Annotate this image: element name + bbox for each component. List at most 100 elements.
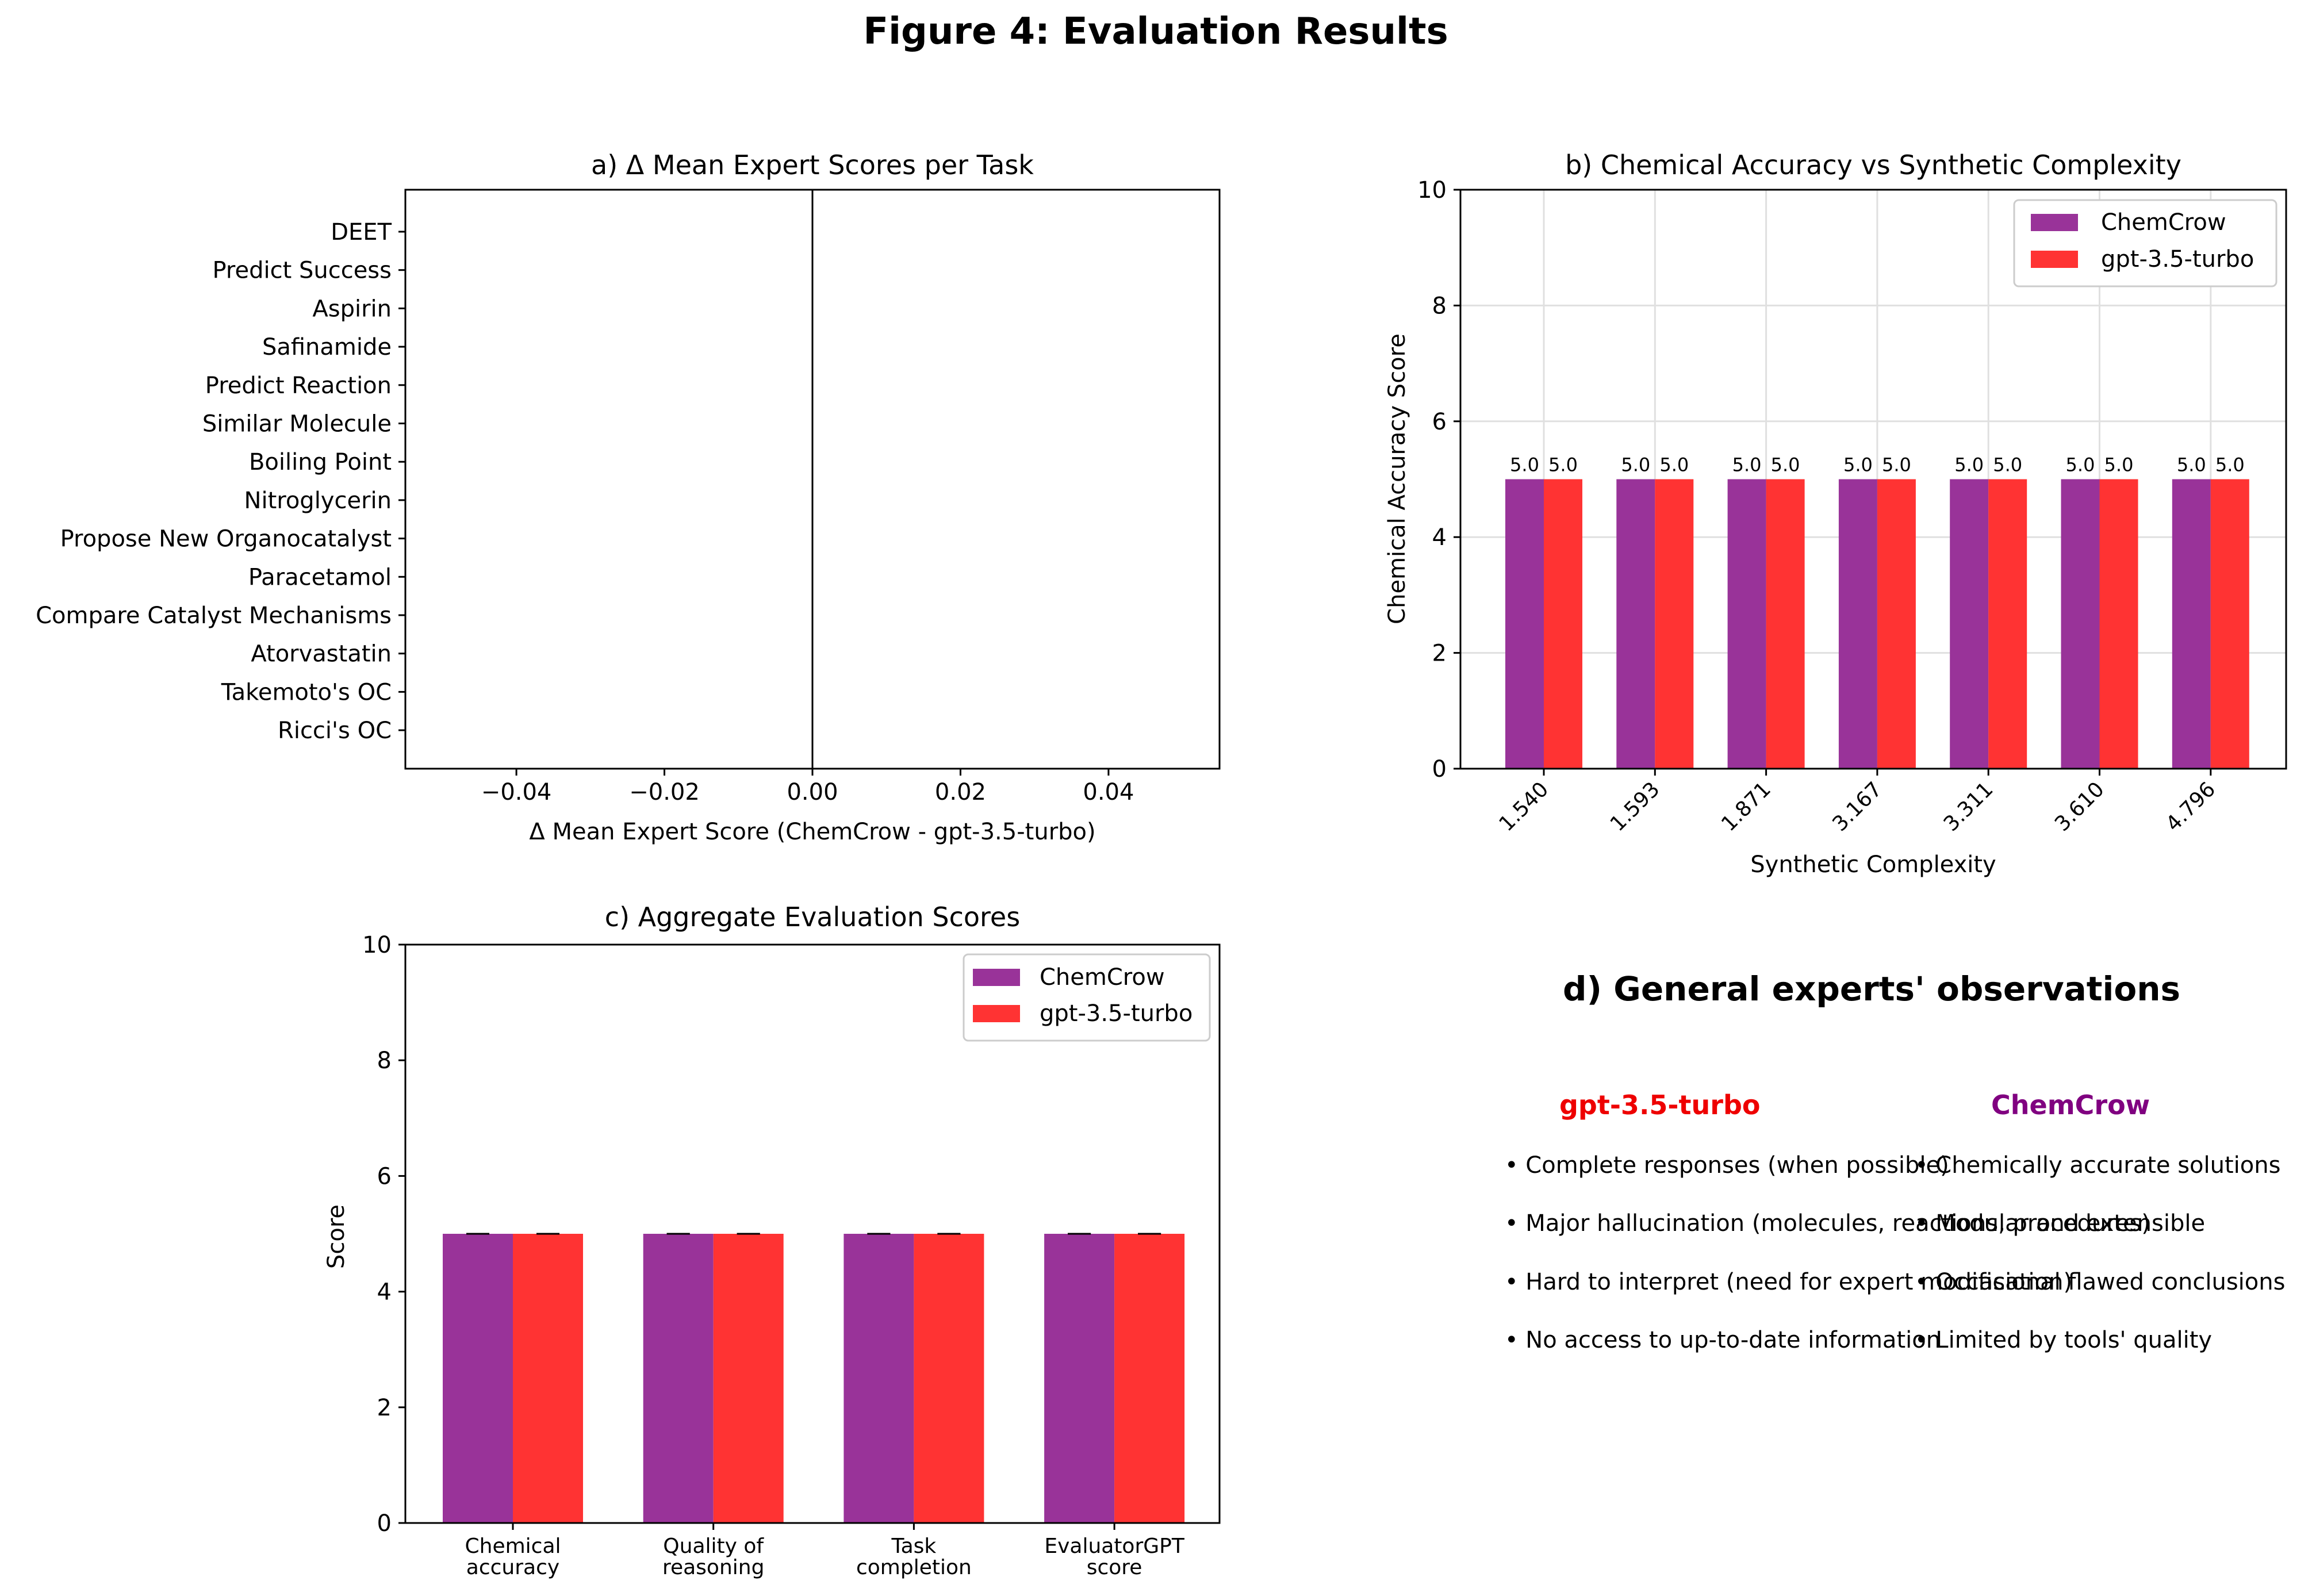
chemcrow-observation-item: • Chemically accurate solutions [1915, 1152, 2281, 1179]
panel-b-data-label: 5.0 [2104, 454, 2134, 476]
panel-b-bar-gpt [1544, 479, 1582, 769]
panel-c-ytick-label: 10 [362, 932, 392, 958]
panel-c-ytick-label: 8 [377, 1048, 392, 1074]
panel-b-legend-swatch-gpt [2031, 251, 2078, 268]
panel-a-ytick-label: Paracetamol [248, 564, 392, 590]
panel-c-bar-gpt [513, 1234, 583, 1523]
panel-c-bar-gpt [1114, 1234, 1185, 1523]
gpt-observation-item: • No access to up-to-date information [1505, 1327, 1941, 1353]
panel-b-bar-chemcrow [1505, 479, 1544, 769]
panel-a-xtick-label: −0.04 [481, 779, 552, 805]
panel-c-bar-chemcrow [843, 1234, 914, 1523]
panel-a-frame [404, 189, 1221, 770]
panel-b-data-label: 5.0 [1659, 454, 1689, 476]
panel-b-bar-chemcrow [2172, 479, 2211, 769]
panel-b-bars: 5.0 5.0 5.0 5.0 5.0 5.0 5.0 5.0 5.0 5.0 5.0 5.0 5.0 5… [1505, 454, 2249, 769]
panel-b-xtick-label: 4.796 [2161, 777, 2220, 836]
panel-c-xtick-label: score [1087, 1556, 1142, 1579]
panel-c-xtick-label: completion [856, 1556, 972, 1579]
panel-b-ytick-label: 10 [1417, 177, 1447, 204]
chemcrow-observation-item: • Limited by tools' quality [1915, 1327, 2213, 1353]
panel-b-xtick-label: 1.871 [1717, 777, 1776, 836]
panel-c-legend-label-gpt: gpt-3.5-turbo [1040, 1000, 1193, 1027]
panel-c-bar-chemcrow [643, 1234, 714, 1523]
panel-c-bars [443, 1233, 1185, 1523]
panel-c-title: c) Aggregate Evaluation Scores [605, 901, 1020, 933]
panel-c-frame [404, 943, 1221, 1524]
panel-b-data-label: 5.0 [1993, 454, 2022, 476]
panel-b-legend: ChemCrow gpt-3.5-turbo [2013, 199, 2278, 287]
panel-b-bar-chemcrow [1616, 479, 1655, 769]
panel-b-bar-gpt [1655, 479, 1694, 769]
panel-b-data-label: 5.0 [1548, 454, 1578, 476]
panel-b-data-label: 5.0 [1771, 454, 1800, 476]
panel-c-xtick-label: EvaluatorGPT [1044, 1534, 1185, 1558]
panel-a-ytick-label: Aspirin [312, 296, 392, 322]
panel-c-bar-chemcrow [1044, 1234, 1115, 1523]
panel-b-bar-gpt [1766, 479, 1805, 769]
panel-a-xlabel: Δ Mean Expert Score (ChemCrow - gpt-3.5-… [529, 819, 1095, 845]
gpt-observation-item: • Major hallucination (molecules, reacti… [1505, 1210, 2150, 1237]
panel-a-ytick-label: Safinamide [262, 334, 392, 360]
panel-b-legend-swatch-chemcrow [2031, 214, 2078, 231]
panel-b-bar-chemcrow [1727, 479, 1766, 769]
panel-a-xtick-label: 0.02 [935, 779, 986, 805]
chemcrow-observation-item: • Occasional flawed conclusions [1915, 1269, 2286, 1295]
panel-a-xtick-label: 0.04 [1083, 779, 1134, 805]
panel-b-xtick-label: 3.610 [2050, 777, 2109, 836]
panel-b-data-label: 5.0 [2066, 454, 2095, 476]
panel-b-xtick-label: 3.311 [1939, 777, 1998, 836]
panel-b-ytick-label: 6 [1432, 409, 1447, 435]
chemcrow-observation-item: • Modular and extensible [1915, 1210, 2206, 1237]
panel-b-data-label: 5.0 [1732, 454, 1762, 476]
panel-c-legend-swatch-chemcrow [973, 969, 1020, 986]
panel-c-legend: ChemCrow gpt-3.5-turbo [963, 953, 1211, 1042]
panel-d-title: d) General experts' observations [1563, 969, 2181, 1008]
panel-b-data-label: 5.0 [1843, 454, 1873, 476]
panel-b-data-label: 5.0 [2215, 454, 2245, 476]
panel-b-xlabel: Synthetic Complexity [1750, 851, 1996, 878]
panel-c-ytick-label: 2 [377, 1395, 392, 1421]
panel-a-ytick-label: Ricci's OC [278, 718, 392, 744]
panel-b-data-label: 5.0 [1882, 454, 1911, 476]
panel-b-ytick-label: 2 [1432, 640, 1447, 667]
panel-c-xtick-label: Task [891, 1534, 937, 1558]
panel-a-ytick-label: Atorvastatin [251, 641, 392, 667]
panel-b-data-label: 5.0 [2177, 454, 2206, 476]
panel-b-data-label: 5.0 [1621, 454, 1650, 476]
panel-c-ytick-label: 6 [377, 1163, 392, 1190]
panel-a-ytick-label: Takemoto's OC [221, 679, 392, 705]
panel-c-legend-swatch-gpt [973, 1005, 1020, 1022]
panel-a-ticks: −0.04 −0.02 0.00 0.02 0.04 DEET Predict Succes… [36, 219, 1134, 805]
panel-b-bar-chemcrow [1838, 479, 1877, 769]
panel-a-ytick-label: Similar Molecule [202, 411, 392, 438]
panel-b-xtick-label: 1.593 [1606, 777, 1665, 836]
panel-b-bar-gpt [1988, 479, 2027, 769]
panel-b-xtick-label: 1.540 [1494, 777, 1553, 836]
panel-b-title: b) Chemical Accuracy vs Synthetic Comple… [1565, 149, 2181, 181]
panel-b-ytick-label: 8 [1432, 293, 1447, 319]
gpt-observation-item: • Hard to interpret (need for expert mod… [1505, 1269, 2073, 1295]
panel-c-bar-chemcrow [443, 1234, 513, 1523]
panel-c-bar-gpt [713, 1234, 784, 1523]
panel-b-bar-chemcrow [2061, 479, 2100, 769]
panel-c-legend-label-chemcrow: ChemCrow [1040, 964, 1165, 991]
panel-a-ytick-label: Predict Success [212, 258, 392, 284]
panel-c-xtick-label: Quality of [663, 1534, 764, 1558]
panel-c-xtick-label: Chemical [465, 1534, 561, 1558]
panel-a-xtick-label: −0.02 [629, 779, 700, 805]
panel-c-ytick-label: 0 [377, 1510, 392, 1537]
panel-b-bar-gpt [2099, 479, 2138, 769]
panel-b-bar-gpt [2210, 479, 2249, 769]
panel-b-ytick-label: 0 [1432, 756, 1447, 782]
panel-b-bar-chemcrow [1950, 479, 1989, 769]
chemcrow-observations-heading: ChemCrow [1991, 1089, 2150, 1121]
panel-c-chart: c) Aggregate Evaluation Scores Score 0 2 4… [323, 901, 1221, 1579]
panel-a-xtick-label: 0.00 [787, 779, 838, 805]
gpt-observation-item: • Complete responses (when possible) [1505, 1152, 1949, 1179]
panel-a-title: a) Δ Mean Expert Scores per Task [591, 149, 1034, 181]
panel-b-bar-gpt [1877, 479, 1916, 769]
panel-a-ytick-label: Boiling Point [249, 449, 392, 475]
